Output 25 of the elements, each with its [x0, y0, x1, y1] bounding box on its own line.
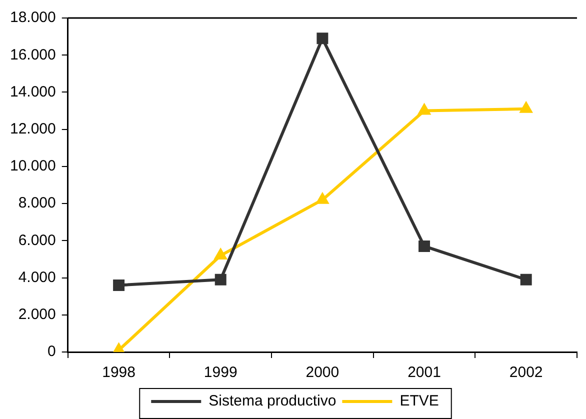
point — [214, 249, 226, 260]
y-tick-label: 10.000 — [10, 158, 56, 175]
y-tick-label: 12.000 — [10, 120, 56, 138]
x-tick-label: 2001 — [408, 364, 441, 382]
y-tick-label: 4.000 — [18, 268, 56, 286]
legend-label: Sistema productivo — [208, 392, 336, 410]
y-tick-label: 18.000 — [10, 9, 56, 26]
y-tick-label: 14.000 — [10, 83, 56, 100]
point — [418, 240, 430, 252]
point — [418, 104, 430, 115]
point — [520, 274, 532, 286]
x-tick-label: 2000 — [306, 364, 340, 382]
legend-label: ETVE — [400, 392, 439, 410]
x-tick-label: 2002 — [509, 364, 543, 382]
point — [520, 102, 532, 113]
point — [214, 274, 226, 286]
point — [113, 279, 125, 291]
x-tick-label: 1998 — [102, 364, 136, 382]
y-tick-label: 16.000 — [10, 46, 56, 64]
y-tick-label: 6.000 — [18, 232, 56, 249]
y-tick-label: 8.000 — [18, 194, 56, 212]
y-tick-label: 0 — [48, 343, 56, 360]
x-tick-label: 1999 — [204, 364, 238, 382]
y-tick-label: 2.000 — [18, 306, 56, 324]
point — [316, 193, 328, 204]
